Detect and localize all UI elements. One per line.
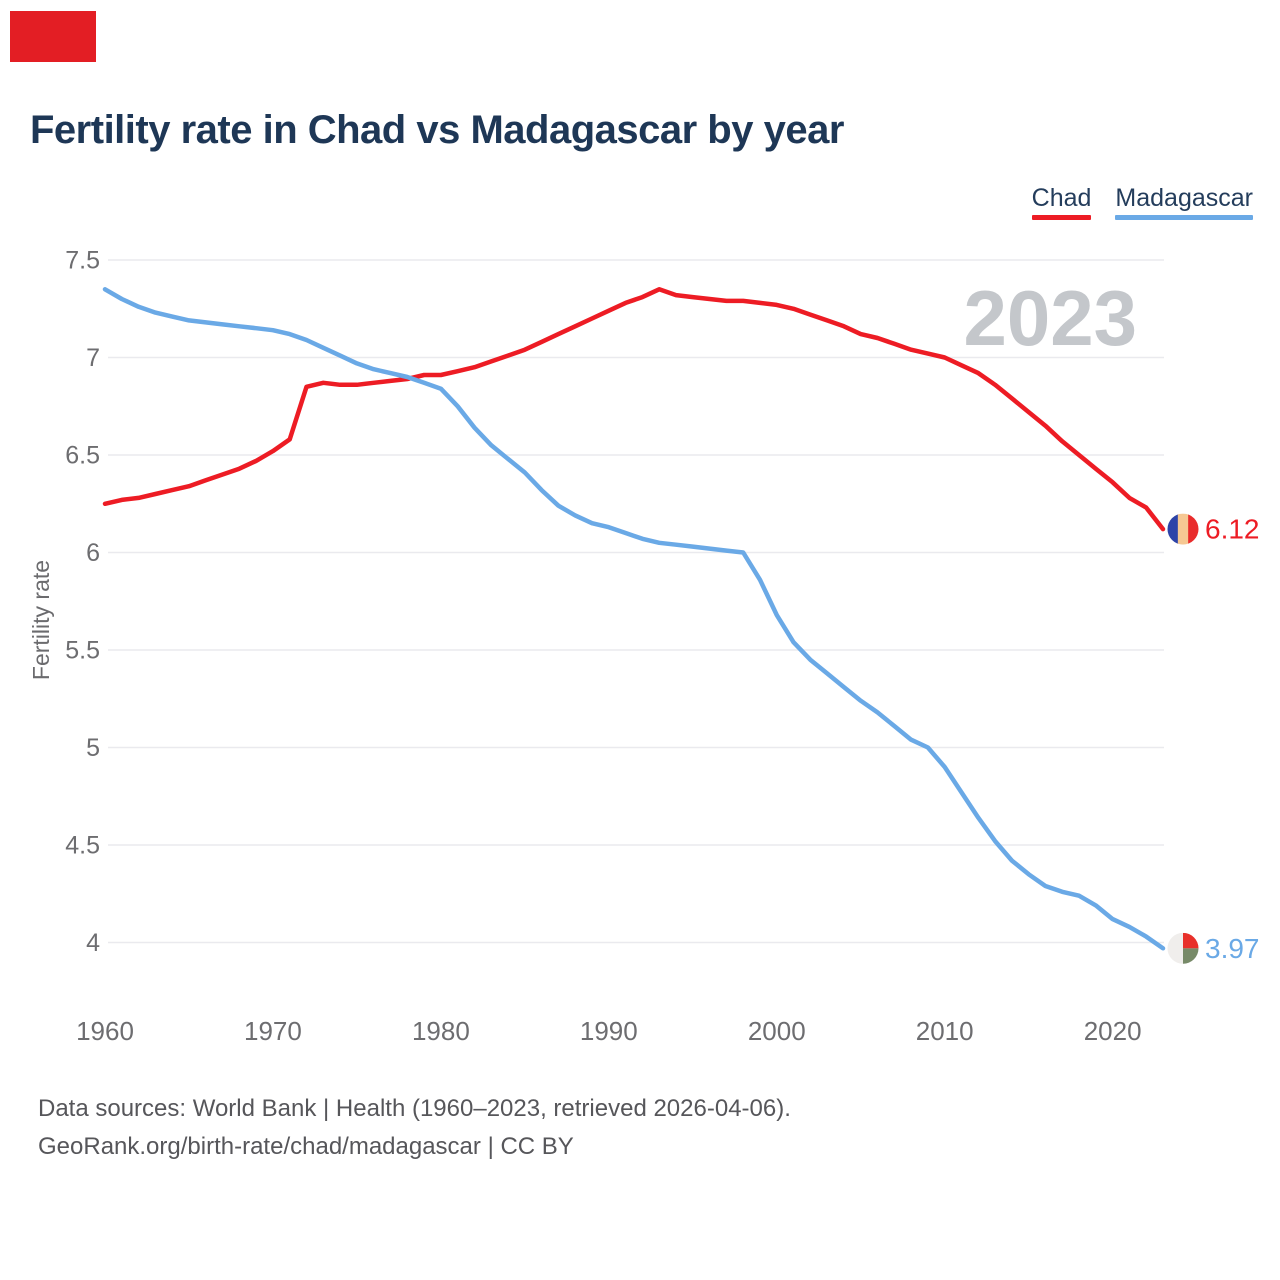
x-tick-label: 2000 xyxy=(748,1016,806,1046)
footer: Data sources: World Bank | Health (1960–… xyxy=(38,1090,791,1166)
legend-item-madagascar[interactable]: Madagascar xyxy=(1115,184,1253,220)
y-tick-label: 4.5 xyxy=(65,832,100,860)
legend-underline-madagascar xyxy=(1115,215,1253,220)
y-tick-label: 6 xyxy=(86,539,100,567)
fertility-line-chart: 2023 7.5 7 6.5 6 5.5 5 4.5 4 1960 1970 1980 1990 2000… xyxy=(28,247,1260,1047)
legend-item-chad[interactable]: Chad xyxy=(1031,184,1092,220)
legend: Chad Madagascar xyxy=(1031,184,1253,220)
year-watermark: 2023 xyxy=(963,274,1137,362)
x-tick-label: 1970 xyxy=(244,1016,302,1046)
y-tick-label: 4 xyxy=(86,929,100,957)
series-line-madagascar xyxy=(102,287,1166,951)
y-tick-label: 7 xyxy=(86,344,100,372)
x-tick-label: 1980 xyxy=(412,1016,470,1046)
flag-white-half xyxy=(1167,932,1183,964)
x-tick-label: 2020 xyxy=(1084,1016,1142,1046)
x-tick-label: 2010 xyxy=(916,1016,974,1046)
footer-sources: Data sources: World Bank | Health (1960–… xyxy=(38,1095,791,1122)
legend-label-madagascar: Madagascar xyxy=(1115,184,1253,212)
y-tick-label: 7.5 xyxy=(65,247,100,275)
x-tick-label: 1960 xyxy=(76,1016,134,1046)
y-tick-label: 5 xyxy=(86,734,100,762)
screen-record-marker xyxy=(10,11,96,62)
y-tick-label: 6.5 xyxy=(65,442,100,470)
madagascar-flag-icon xyxy=(1167,932,1199,964)
end-value-label-madagascar: 3.97 xyxy=(1205,933,1260,964)
y-tick-label: 5.5 xyxy=(65,637,100,665)
y-axis-title: Fertility rate xyxy=(28,560,54,680)
chart-title: Fertility rate in Chad vs Madagascar by … xyxy=(30,108,844,152)
flag-green-quarter xyxy=(1183,948,1199,964)
end-value-label-chad: 6.12 xyxy=(1205,514,1260,545)
flag-stripe xyxy=(1167,513,1179,545)
x-tick-label: 1990 xyxy=(580,1016,638,1046)
footer-attribution: GeoRank.org/birth-rate/chad/madagascar |… xyxy=(38,1133,574,1160)
series-line-chad xyxy=(102,287,1166,532)
legend-label-chad: Chad xyxy=(1031,184,1092,212)
legend-underline-chad xyxy=(1031,215,1092,220)
chad-flag-icon xyxy=(1167,513,1199,545)
flag-stripe xyxy=(1188,513,1199,545)
flag-stripe xyxy=(1177,513,1189,545)
flag-red-quarter xyxy=(1183,932,1199,949)
